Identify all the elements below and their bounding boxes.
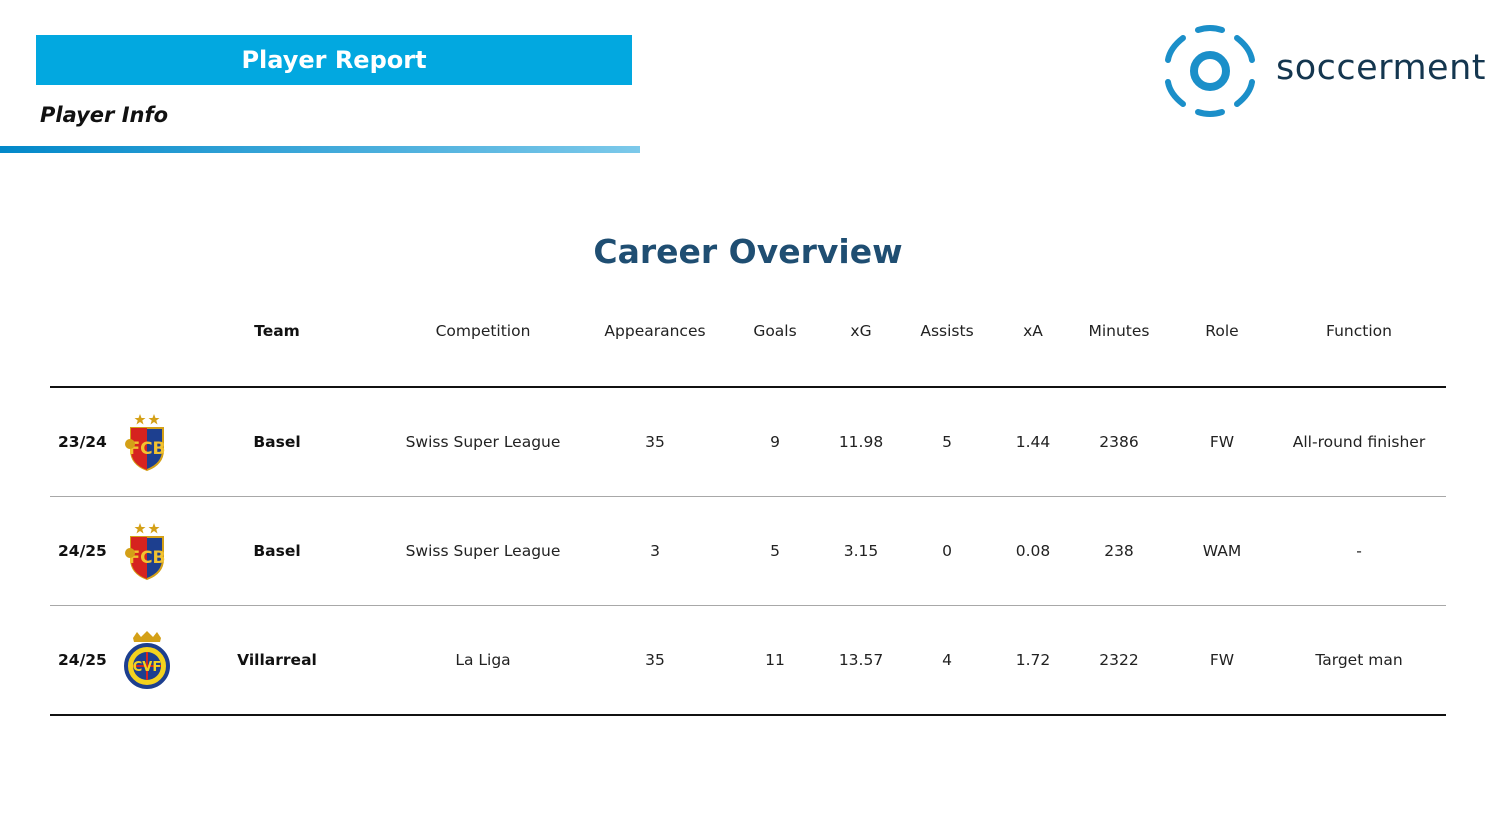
assists: 0 — [942, 542, 952, 560]
role: FW — [1209, 651, 1235, 669]
team-name: Basel — [253, 433, 301, 451]
report-banner: Player Report — [36, 35, 632, 85]
player-info-heading: Player Info — [40, 103, 169, 127]
col-goals: Goals — [753, 322, 797, 340]
appearances: 3 — [650, 542, 660, 560]
competition: La Liga — [455, 651, 511, 669]
minutes: 2322 — [1099, 651, 1139, 669]
season: 24/25 — [58, 542, 107, 560]
col-assists: Assists — [920, 322, 974, 340]
function: - — [1356, 542, 1362, 560]
col-team: Team — [254, 322, 300, 340]
season: 24/25 — [58, 651, 107, 669]
role: WAM — [1202, 542, 1242, 560]
xg: 11.98 — [838, 433, 884, 451]
row-divider — [50, 496, 1446, 497]
xg: 3.15 — [843, 542, 879, 560]
col-xa: xA — [1023, 322, 1043, 340]
banner-title: Player Report — [241, 46, 427, 74]
soccerment-logo-icon — [1165, 25, 1255, 117]
xa: 1.72 — [1015, 651, 1051, 669]
basel-crest-icon: FCB — [125, 414, 166, 472]
table-row: 24/25 CVF Villarreal La Liga 35 11 13.57… — [50, 606, 1446, 714]
basel-crest-icon: FCB — [125, 523, 166, 581]
assists: 4 — [942, 651, 952, 669]
table-bottom-rule — [50, 714, 1446, 716]
function: Target man — [1315, 651, 1403, 669]
table-header: Team Competition Appearances Goals xG As… — [50, 302, 1446, 386]
section-title: Career Overview — [593, 232, 903, 271]
competition: Swiss Super League — [405, 542, 561, 560]
col-function: Function — [1326, 322, 1392, 340]
xg: 13.57 — [838, 651, 884, 669]
assists: 5 — [942, 433, 952, 451]
svg-text:FCB: FCB — [128, 548, 165, 568]
goals: 9 — [770, 433, 780, 451]
brand-name: soccerment — [1276, 48, 1486, 88]
header-divider — [0, 146, 640, 153]
appearances: 35 — [645, 433, 665, 451]
xa: 0.08 — [1015, 542, 1051, 560]
xa: 1.44 — [1015, 433, 1051, 451]
career-table: Team Competition Appearances Goals xG As… — [50, 302, 1446, 716]
col-xg: xG — [850, 322, 872, 340]
goals: 11 — [765, 651, 785, 669]
svg-text:FCB: FCB — [128, 439, 165, 459]
villarreal-crest-icon: CVF — [124, 631, 170, 689]
col-appearances: Appearances — [604, 322, 706, 340]
col-competition: Competition — [435, 322, 531, 340]
goals: 5 — [770, 542, 780, 560]
season: 23/24 — [58, 433, 107, 451]
header-rule — [50, 386, 1446, 388]
appearances: 35 — [645, 651, 665, 669]
table-row: 24/25 FCB Basel Swiss Super League 3 5 3… — [50, 497, 1446, 605]
row-divider — [50, 605, 1446, 606]
team-name: Villarreal — [237, 651, 317, 669]
team-name: Basel — [253, 542, 301, 560]
col-role: Role — [1205, 322, 1239, 340]
minutes: 2386 — [1099, 433, 1139, 451]
function: All-round finisher — [1292, 433, 1426, 451]
table-row: 23/24 FCB Basel Swiss Super League 35 9 … — [50, 388, 1446, 496]
svg-text:CVF: CVF — [133, 660, 161, 675]
competition: Swiss Super League — [405, 433, 561, 451]
minutes: 238 — [1104, 542, 1134, 560]
brand-logo: soccerment — [1160, 22, 1490, 122]
role: FW — [1209, 433, 1235, 451]
col-minutes: Minutes — [1088, 322, 1150, 340]
